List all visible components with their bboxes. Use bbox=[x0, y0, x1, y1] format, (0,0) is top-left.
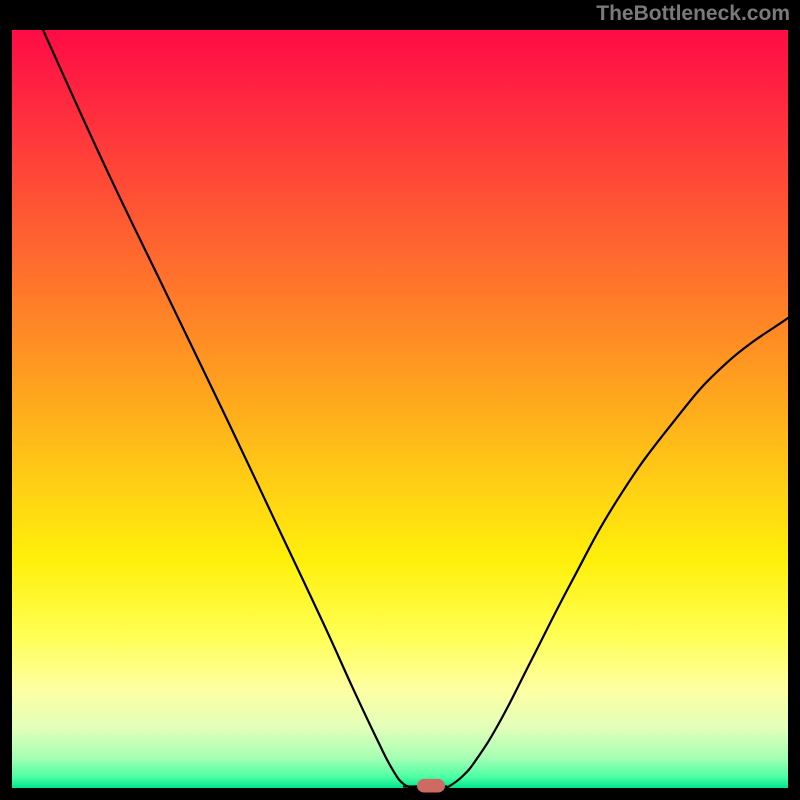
chart-container: TheBottleneck.com bbox=[0, 0, 800, 800]
bottleneck-chart bbox=[0, 0, 800, 800]
gradient-background bbox=[12, 30, 788, 788]
optimal-marker bbox=[417, 779, 445, 793]
